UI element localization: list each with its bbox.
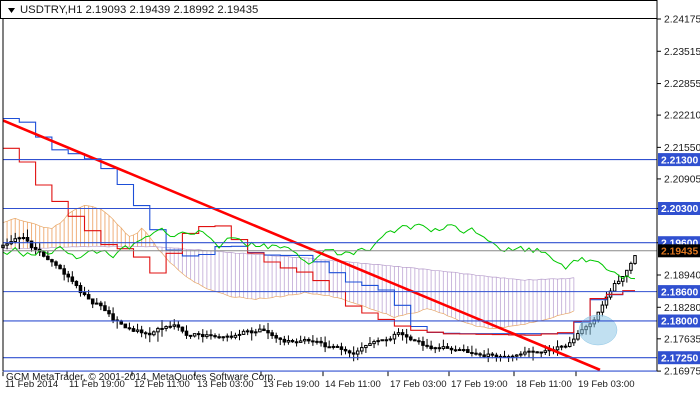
svg-text:2.22855: 2.22855 [664,79,700,90]
svg-text:2.19435: 2.19435 [661,247,698,258]
svg-text:18 Feb 11:00: 18 Feb 11:00 [516,379,572,390]
svg-text:2.18000: 2.18000 [661,317,698,328]
svg-text:2.20905: 2.20905 [664,174,700,185]
svg-text:2.24175: 2.24175 [664,15,700,26]
svg-text:2.20300: 2.20300 [661,204,698,215]
svg-text:2.23515: 2.23515 [664,47,700,58]
svg-text:2.16975: 2.16975 [664,367,700,378]
svg-text:2.17250: 2.17250 [661,353,698,364]
svg-text:2.18600: 2.18600 [661,287,698,298]
svg-text:2.22210: 2.22210 [664,111,700,122]
svg-text:14 Feb 11:00: 14 Feb 11:00 [325,379,381,390]
svg-text:2.17635: 2.17635 [664,334,700,345]
svg-text:GCM MetaTrader, © 2001-2014, M: GCM MetaTrader, © 2001-2014, MetaQuotes … [6,372,276,383]
svg-text:2.21550: 2.21550 [664,143,700,154]
svg-text:2.18280: 2.18280 [664,303,700,314]
svg-text:17 Feb 03:00: 17 Feb 03:00 [390,379,447,390]
svg-text:19 Feb 03:00: 19 Feb 03:00 [578,379,635,390]
svg-text:USDTRY,H1 2.19093 2.19439 2.1: USDTRY,H1 2.19093 2.19439 2.18992 2.1943… [20,4,258,16]
svg-text:2.21300: 2.21300 [661,155,698,166]
svg-text:17 Feb 19:00: 17 Feb 19:00 [451,379,508,390]
svg-text:2.18940: 2.18940 [664,271,700,282]
